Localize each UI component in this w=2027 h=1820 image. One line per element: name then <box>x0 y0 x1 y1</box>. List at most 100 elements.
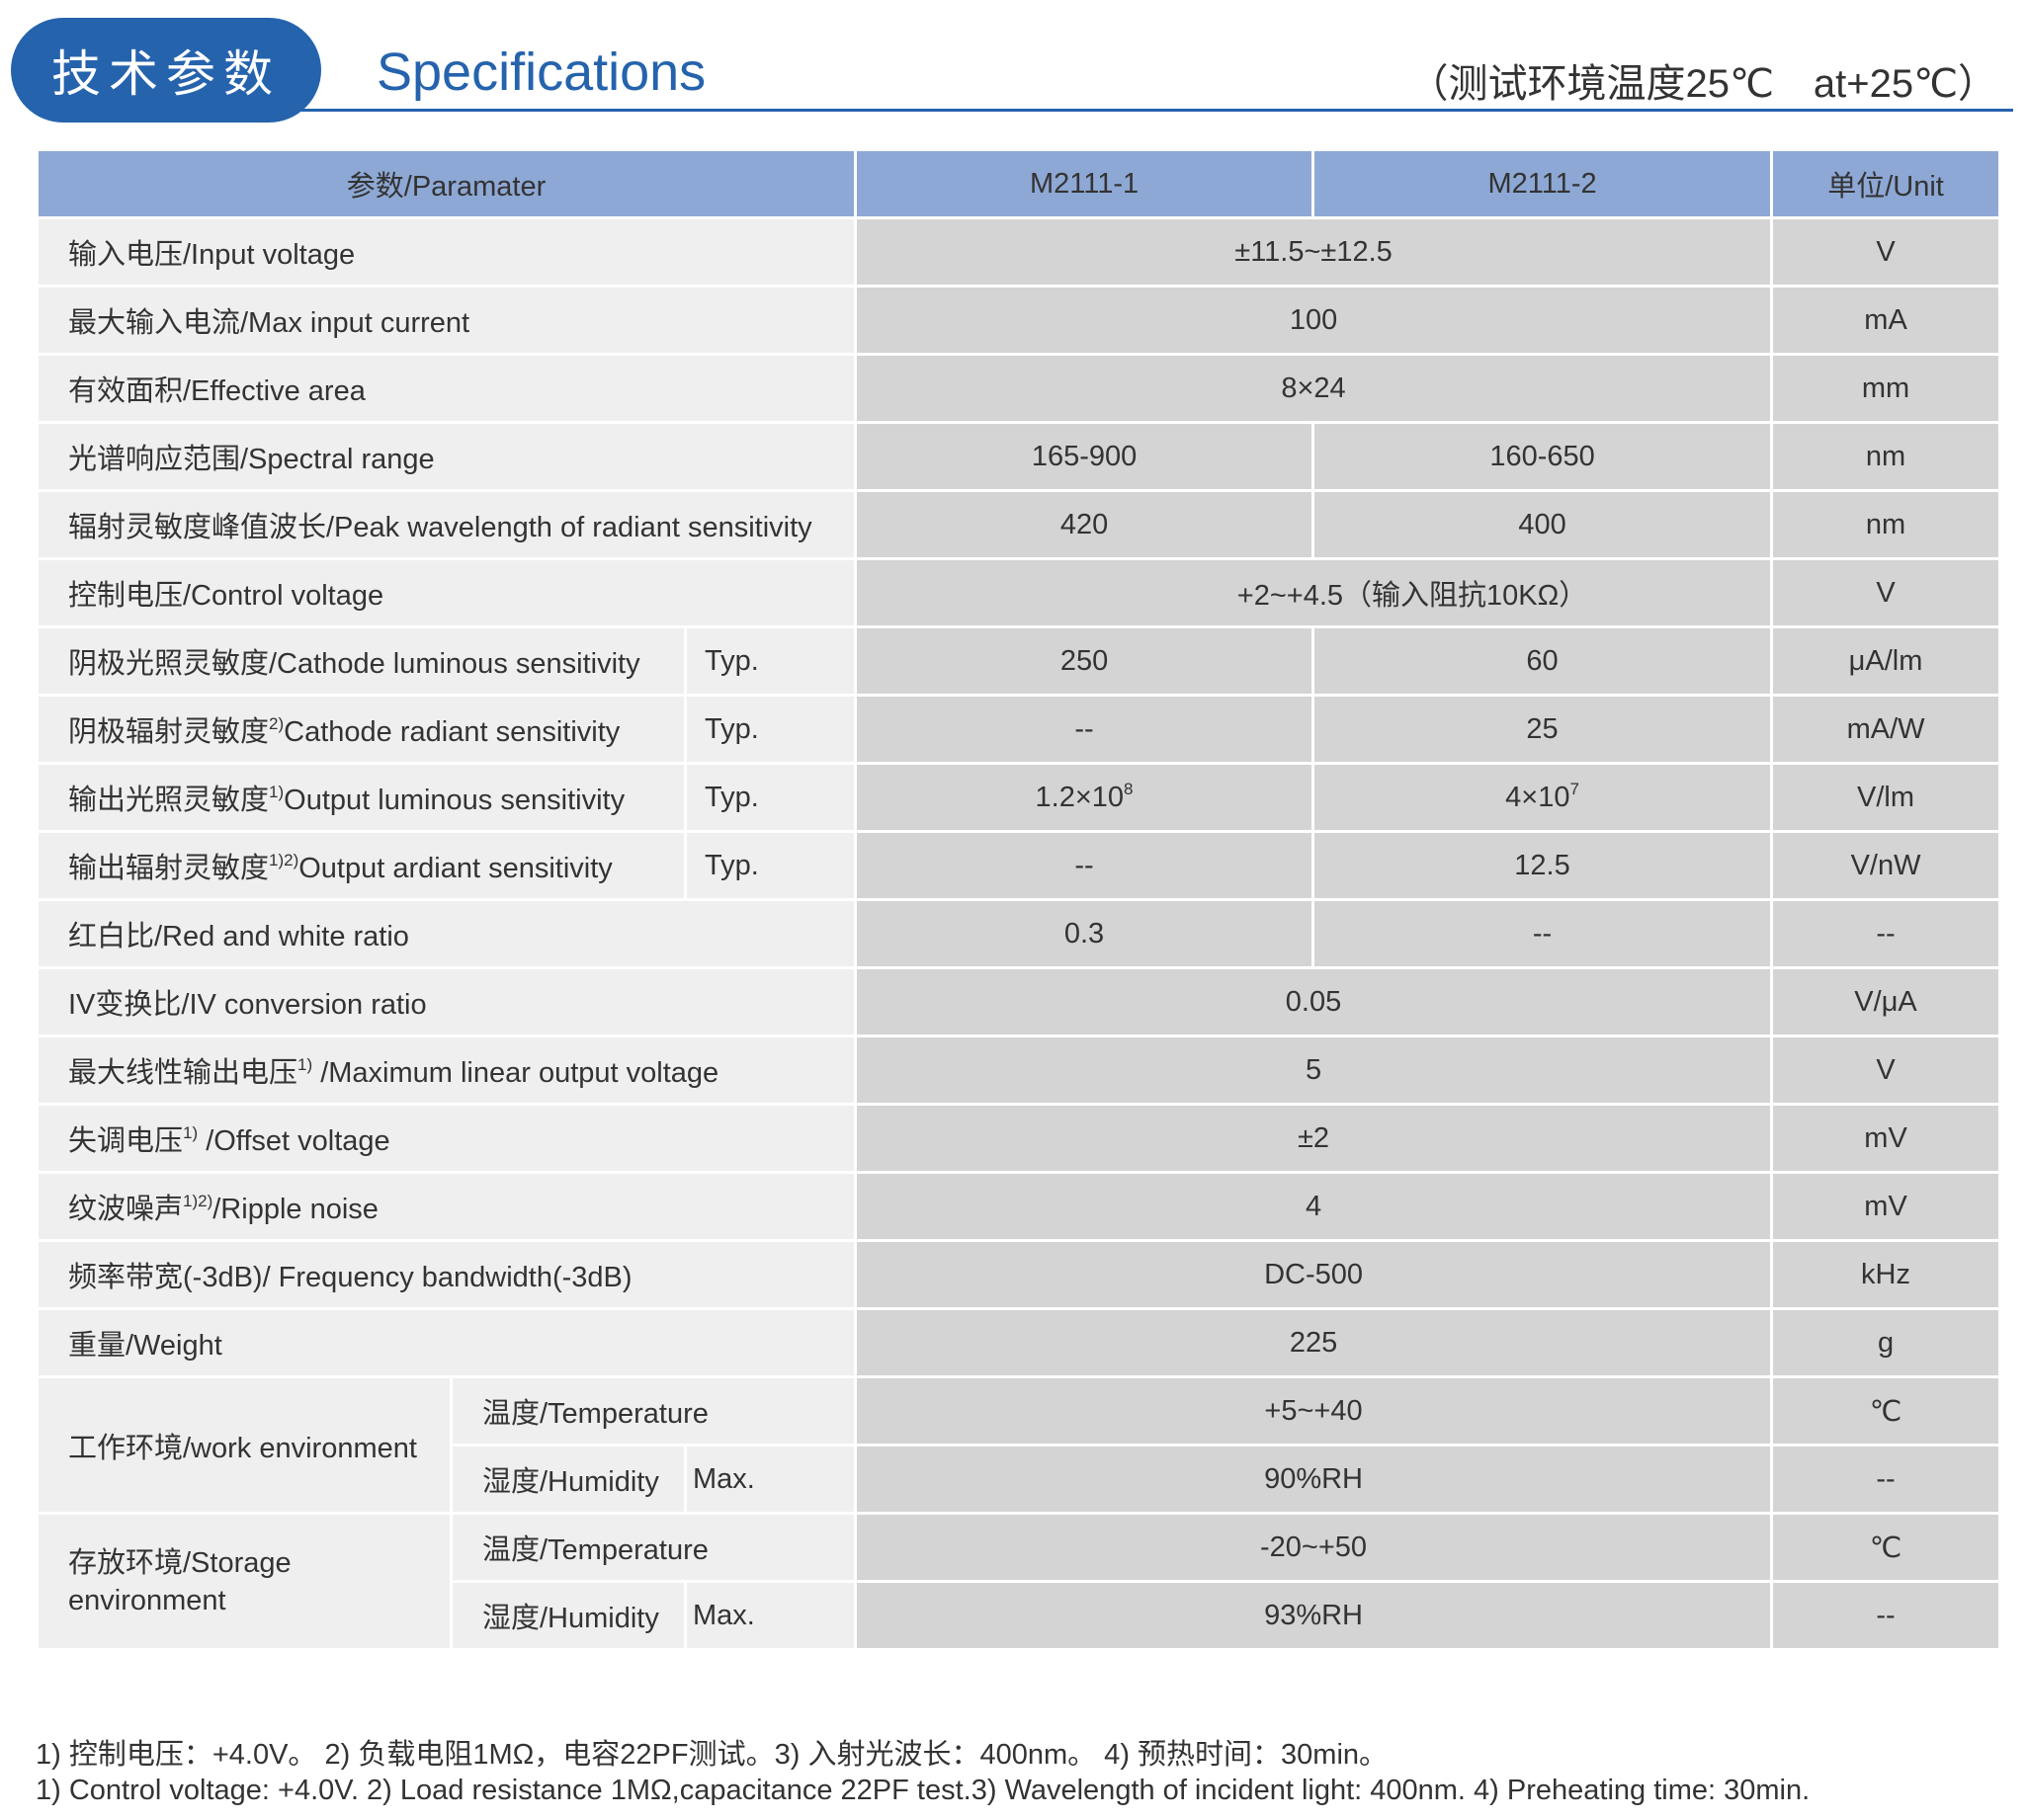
table-row: 辐射灵敏度峰值波长/Peak wavelength of radiant sen… <box>35 489 2002 560</box>
param: 控制电压/Control voltage <box>35 557 858 628</box>
value: ±11.5~±12.5 <box>854 216 1774 288</box>
param-en: Output ardiant sensitivity <box>298 853 613 884</box>
table-row: 输出辐射灵敏度1)2)Output ardiant sensitivity Typ… <box>36 830 2002 901</box>
param-en: /Ripple noise <box>212 1194 379 1225</box>
value-m1: 250 <box>854 625 1315 697</box>
unit: V <box>1770 1034 2002 1106</box>
footnote-ref: 2) <box>269 714 285 733</box>
storage-temp-label: 温度/Temperature <box>449 1512 858 1583</box>
table-row: 工作环境/work environment 温度/Temperature +5~… <box>36 1375 2002 1515</box>
condition: Typ. <box>683 830 858 901</box>
footnote-ref: 1) <box>269 783 285 801</box>
param: 阴极辐射灵敏度2)Cathode radiant sensitivity <box>36 694 687 765</box>
header-m2: M2111-2 <box>1311 148 1774 219</box>
condition: Typ. <box>683 762 858 833</box>
value-m1: -- <box>854 830 1315 901</box>
specifications-table: 参数/Paramater M2111-1 M2111-2 单位/Unit 输入电… <box>35 148 2002 1651</box>
unit: nm <box>1770 489 2002 560</box>
param-en: /Offset voltage <box>198 1125 390 1157</box>
unit: mm <box>1770 353 2002 424</box>
value-m2: 400 <box>1311 489 1774 560</box>
value: DC-500 <box>854 1239 1774 1310</box>
param: 输出光照灵敏度1)Output luminous sensitivity <box>36 762 687 833</box>
param-zh: 最大线性输出电压 <box>68 1057 298 1089</box>
header-param: 参数/Paramater <box>35 148 858 219</box>
param: 光谱响应范围/Spectral range <box>35 421 858 492</box>
unit: V <box>1770 557 2002 628</box>
storage-label-line1: 存放环境/Storage <box>68 1546 292 1579</box>
unit: kHz <box>1770 1239 2002 1310</box>
param-en: Cathode radiant sensitivity <box>284 716 621 748</box>
table-row: 失调电压1) /Offset voltage ±2 mV <box>35 1103 2002 1174</box>
param-en: Output luminous sensitivity <box>284 785 626 816</box>
param: 失调电压1) /Offset voltage <box>35 1103 858 1174</box>
table-row: 存放环境/Storage environment 温度/Temperature -… <box>36 1512 2002 1651</box>
table-row: 阴极辐射灵敏度2)Cathode radiant sensitivity Typ.… <box>36 694 2002 765</box>
value: 225 <box>854 1307 1774 1378</box>
work-humidity-label: 湿度/Humidity <box>450 1444 687 1515</box>
param: 纹波噪声1)2)/Ripple noise <box>35 1171 858 1242</box>
work-temp-value: +5~+40 <box>854 1375 1774 1447</box>
table-row: 重量/Weight 225 g <box>35 1307 2002 1378</box>
work-humidity-unit: -- <box>1770 1444 2002 1515</box>
table-row: 纹波噪声1)2)/Ripple noise 4 mV <box>35 1171 2002 1242</box>
param: 阴极光照灵敏度/Cathode luminous sensitivity <box>36 625 687 697</box>
work-humidity-value: 90%RH <box>854 1444 1774 1515</box>
param: 输出辐射灵敏度1)2)Output ardiant sensitivity <box>36 830 687 901</box>
value: 100 <box>854 285 1774 356</box>
section-badge: 技术参数 <box>11 18 321 123</box>
storage-temp-value: -20~+50 <box>854 1512 1774 1583</box>
storage-humidity-condition: Max. <box>683 1580 858 1651</box>
test-condition: （测试环境温度25℃ at+25℃） <box>1408 62 1997 106</box>
unit: g <box>1770 1307 2002 1378</box>
storage-humidity-value: 93%RH <box>854 1580 1774 1651</box>
unit: mV <box>1770 1171 2002 1242</box>
table-row: 阴极光照灵敏度/Cathode luminous sensitivity Typ.… <box>36 625 2002 697</box>
page-title: Specifications <box>377 42 707 102</box>
table-row: 红白比/Red and white ratio 0.3 -- -- <box>35 898 2002 969</box>
value: +2~+4.5（输入阻抗10KΩ） <box>854 557 1774 628</box>
param-zh: 纹波噪声 <box>68 1194 184 1225</box>
value-exponent: 8 <box>1124 779 1134 798</box>
condition: Typ. <box>683 625 858 697</box>
table-row: 最大线性输出电压1) /Maximum linear output voltag… <box>35 1034 2002 1106</box>
storage-temp-unit: ℃ <box>1770 1512 2002 1583</box>
param-zh: 失调电压 <box>68 1125 184 1157</box>
table-row: 湿度/Humidity Max. 90%RH -- <box>38 1444 2002 1515</box>
table-row: 湿度/Humidity Max. 93%RH -- <box>38 1580 2002 1651</box>
value-base: 1.2×10 <box>1035 781 1125 813</box>
footnote-en: 1) Control voltage: +4.0V. 2) Load resis… <box>36 1775 1811 1806</box>
value-exponent: 7 <box>1569 779 1579 798</box>
param-en: /Maximum linear output voltage <box>312 1057 719 1089</box>
value: ±2 <box>854 1103 1774 1174</box>
value: 5 <box>854 1034 1774 1106</box>
value-m2: -- <box>1311 898 1774 969</box>
unit: mA <box>1770 285 2002 356</box>
unit: V <box>1770 216 2002 288</box>
table-row: 输入电压/Input voltage ±11.5~±12.5 V <box>35 216 2002 288</box>
param-zh: 阴极辐射灵敏度 <box>68 716 270 748</box>
table-row: IV变换比/IV conversion ratio 0.05 V/μA <box>35 966 2002 1037</box>
param: 频率带宽(-3dB)/ Frequency bandwidth(-3dB) <box>35 1239 858 1310</box>
footnote-ref: 1) <box>183 1123 199 1142</box>
table-row: 频率带宽(-3dB)/ Frequency bandwidth(-3dB) DC-… <box>35 1239 2002 1310</box>
value: 4 <box>854 1171 1774 1242</box>
storage-environment-label: 存放环境/Storage environment <box>36 1512 453 1651</box>
value-m2: 12.5 <box>1311 830 1774 901</box>
title-divider <box>300 109 2013 112</box>
work-temp-label: 温度/Temperature <box>449 1375 858 1447</box>
table-row: 有效面积/Effective area 8×24 mm <box>35 353 2002 424</box>
unit: μA/lm <box>1770 625 2002 697</box>
storage-humidity-unit: -- <box>1770 1580 2002 1651</box>
value-m2: 4×107 <box>1311 762 1774 833</box>
work-environment-label: 工作环境/work environment <box>36 1375 453 1515</box>
unit: mA/W <box>1770 694 2002 765</box>
unit: -- <box>1770 898 2002 969</box>
param: 有效面积/Effective area <box>35 353 858 424</box>
table-row: 输出光照灵敏度1)Output luminous sensitivity Typ.… <box>36 762 2002 833</box>
table-row: 光谱响应范围/Spectral range 165-900 160-650 nm <box>35 421 2002 492</box>
value-m2: 25 <box>1311 694 1774 765</box>
value: 0.05 <box>854 966 1774 1037</box>
value-m2: 160-650 <box>1311 421 1774 492</box>
unit: V/μA <box>1770 966 2002 1037</box>
